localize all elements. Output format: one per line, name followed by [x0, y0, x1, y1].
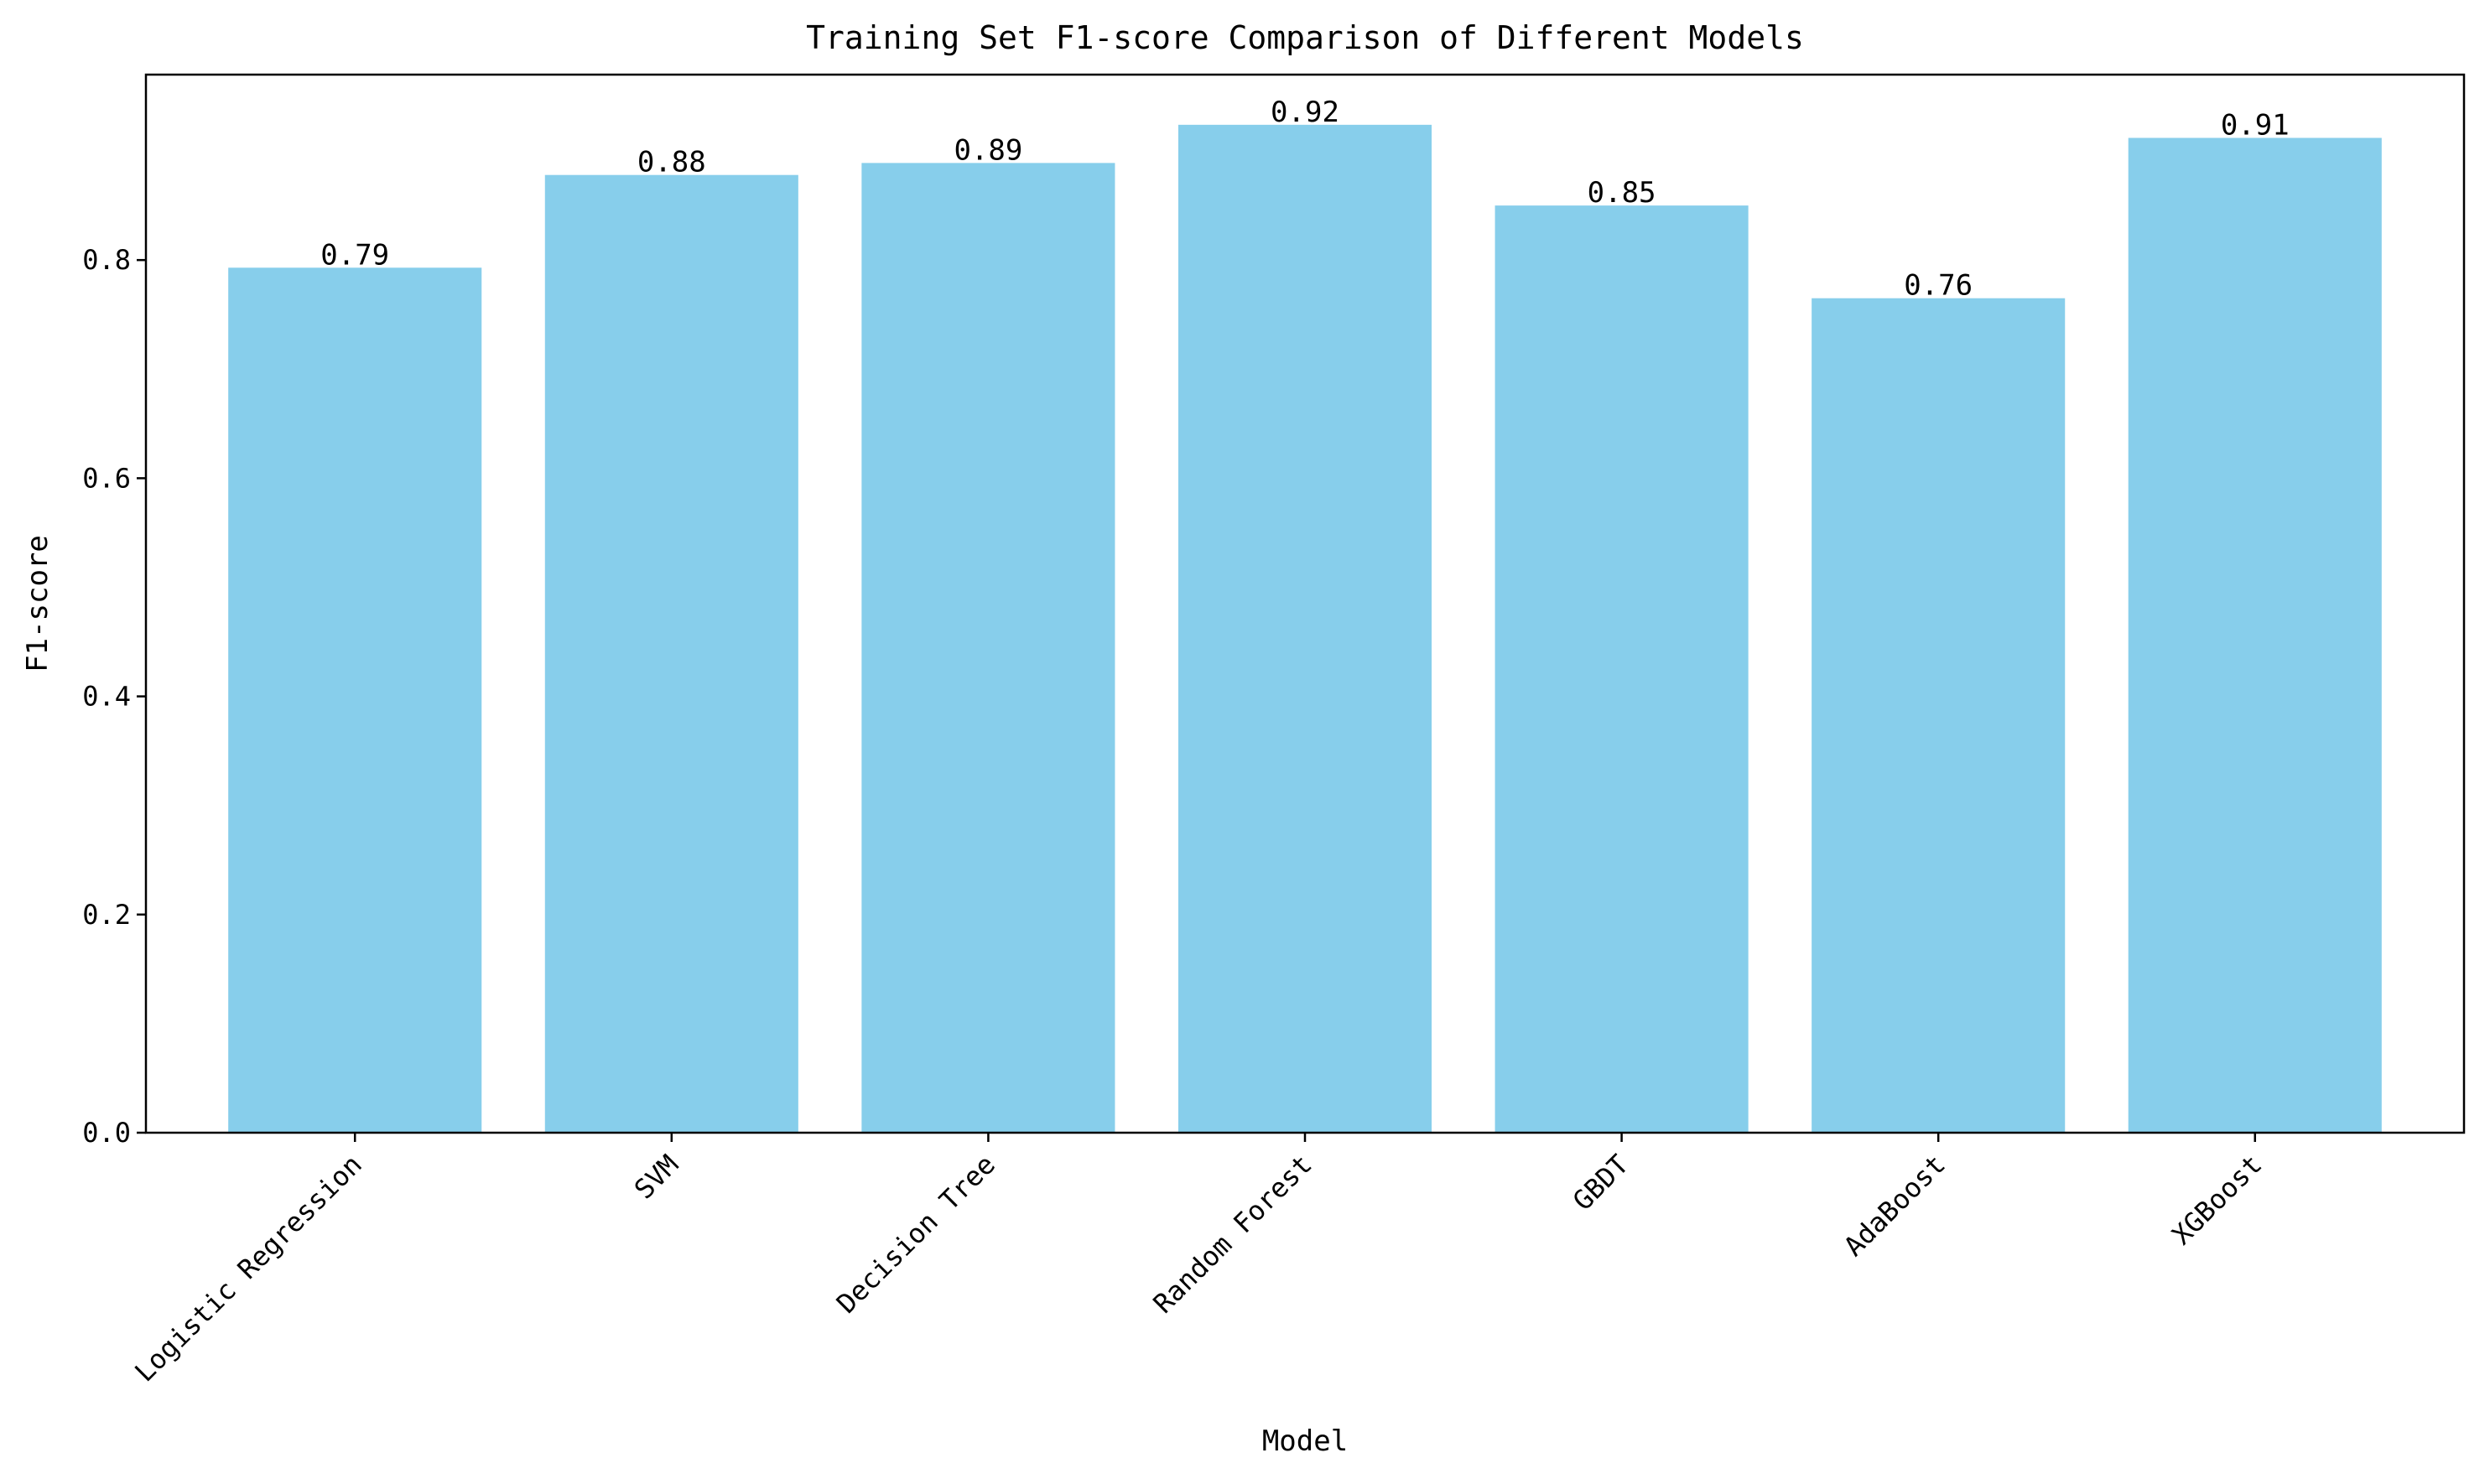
bar [1812, 298, 2066, 1134]
bar-value-label: 0.76 [1904, 269, 1973, 303]
y-tick-label: 0.4 [82, 681, 131, 713]
x-axis-label: Model [1262, 1424, 1348, 1458]
bar-value-label: 0.89 [954, 133, 1022, 167]
y-axis: 0.0 0.2 0.4 0.6 0.8 [82, 244, 146, 1149]
bar-value-label: 0.79 [320, 238, 389, 272]
bar [228, 267, 482, 1133]
y-axis-label: F1-score [21, 535, 55, 672]
bar [2128, 138, 2382, 1133]
x-tick-label: GBDT [1567, 1149, 1635, 1217]
bars-layer [228, 124, 2382, 1134]
bar [861, 163, 1115, 1133]
data-labels-layer: 0.79 0.88 0.89 0.92 0.85 0.76 0.91 [320, 96, 2289, 303]
x-tick-label: SVM [628, 1149, 685, 1206]
x-tick-label: Logistic Regression [128, 1149, 368, 1388]
y-tick-label: 0.6 [82, 462, 131, 494]
x-tick-label: AdaBoost [1838, 1149, 1952, 1263]
x-tick-label: Decision Tree [830, 1149, 1001, 1320]
x-axis: Logistic Regression SVM Decision Tree Rando… [128, 1133, 2268, 1388]
bar [544, 174, 798, 1134]
bar-value-label: 0.91 [2221, 108, 2290, 142]
x-tick-label: Random Forest [1147, 1149, 1318, 1320]
x-tick-label: XGBoost [2165, 1149, 2268, 1251]
bar [1177, 124, 1432, 1134]
y-tick-label: 0.0 [82, 1117, 131, 1149]
bar-value-label: 0.88 [637, 146, 706, 179]
y-tick-label: 0.8 [82, 244, 131, 276]
bar [1495, 205, 1749, 1133]
bar-value-label: 0.92 [1271, 96, 1339, 129]
y-tick-label: 0.2 [82, 899, 131, 931]
chart-title: Training Set F1-score Comparison of Diff… [806, 19, 1804, 56]
bar-value-label: 0.85 [1588, 176, 1656, 210]
